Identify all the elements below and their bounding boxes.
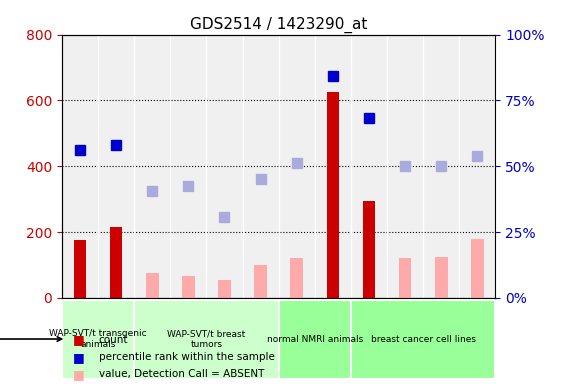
Text: breast cancer cell lines: breast cancer cell lines bbox=[370, 334, 476, 344]
Bar bbox=[74, 240, 86, 298]
Bar bbox=[218, 280, 231, 298]
Bar bbox=[327, 92, 339, 298]
Bar bbox=[363, 201, 376, 298]
Bar bbox=[146, 273, 159, 298]
FancyBboxPatch shape bbox=[279, 300, 351, 379]
Text: WAP-SVT/t breast
tumors: WAP-SVT/t breast tumors bbox=[167, 329, 245, 349]
FancyBboxPatch shape bbox=[134, 300, 279, 379]
Text: ■: ■ bbox=[73, 333, 85, 346]
Text: WAP-SVT/t transgenic
animals: WAP-SVT/t transgenic animals bbox=[49, 329, 147, 349]
Text: count: count bbox=[99, 335, 128, 345]
Bar bbox=[435, 257, 448, 298]
Text: percentile rank within the sample: percentile rank within the sample bbox=[99, 352, 274, 362]
Text: ■: ■ bbox=[73, 368, 85, 381]
Text: ■: ■ bbox=[73, 351, 85, 364]
Text: value, Detection Call = ABSENT: value, Detection Call = ABSENT bbox=[99, 369, 264, 379]
Title: GDS2514 / 1423290_at: GDS2514 / 1423290_at bbox=[190, 17, 368, 33]
Bar bbox=[110, 227, 122, 298]
Bar bbox=[399, 258, 412, 298]
Bar bbox=[254, 265, 267, 298]
FancyBboxPatch shape bbox=[62, 300, 134, 379]
Bar bbox=[291, 258, 303, 298]
Bar bbox=[471, 238, 484, 298]
FancyBboxPatch shape bbox=[351, 300, 495, 379]
Bar bbox=[182, 276, 195, 298]
Text: normal NMRI animals: normal NMRI animals bbox=[267, 334, 363, 344]
Text: disease state: disease state bbox=[0, 334, 61, 344]
